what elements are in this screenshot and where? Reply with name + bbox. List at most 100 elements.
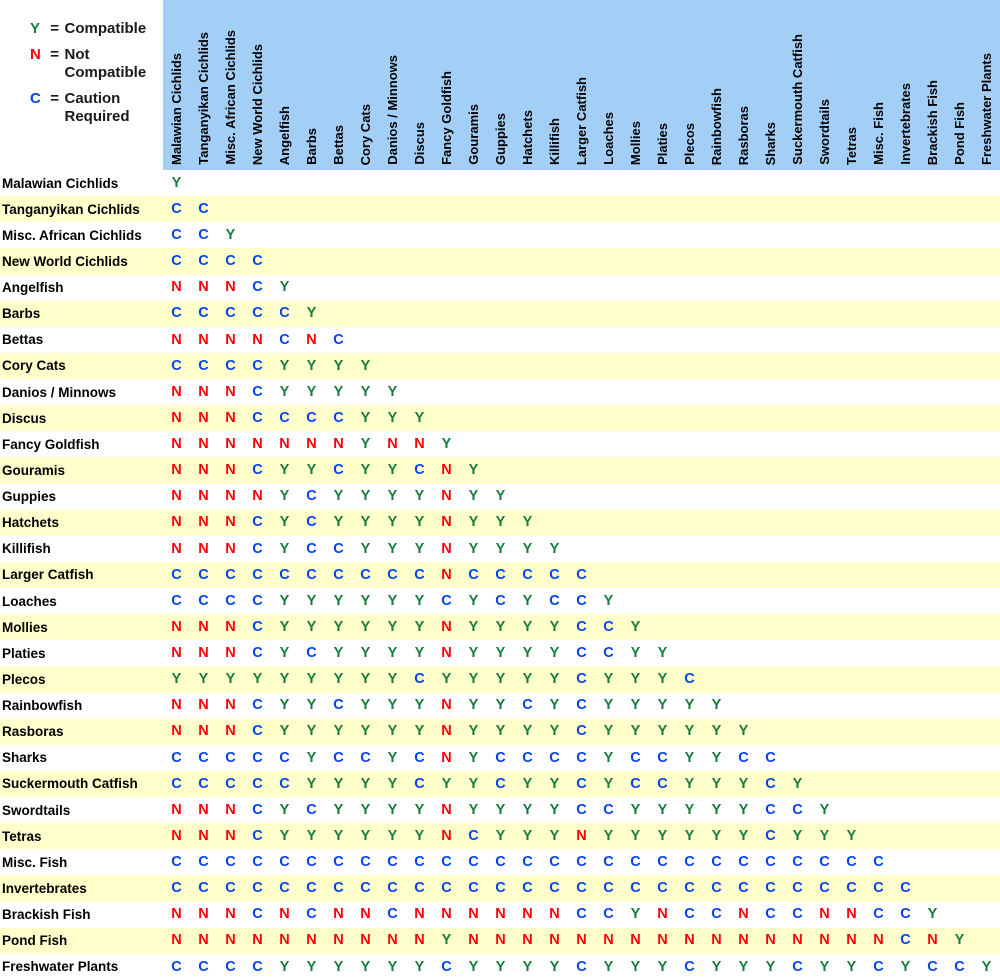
legend-label-compatible: Compatible bbox=[64, 20, 147, 37]
compat-cell: C bbox=[738, 880, 749, 897]
compat-cell: C bbox=[873, 958, 884, 975]
compat-cell: C bbox=[792, 854, 803, 871]
compat-cell: C bbox=[333, 409, 344, 426]
row-label: Plecos bbox=[2, 671, 46, 687]
compat-cell: N bbox=[225, 409, 236, 426]
compat-cell: N bbox=[630, 932, 641, 949]
compat-cell: N bbox=[171, 488, 182, 505]
compat-cell: Y bbox=[333, 514, 344, 531]
column-header: Danios / Minnows bbox=[379, 0, 406, 170]
compat-cell: Y bbox=[792, 775, 803, 792]
compat-cell: Y bbox=[387, 618, 398, 635]
compat-cell: C bbox=[198, 880, 209, 897]
compat-cell: Y bbox=[630, 723, 641, 740]
compat-cell: Y bbox=[414, 958, 425, 975]
compat-cell: N bbox=[441, 906, 452, 923]
row-label: Bettas bbox=[2, 332, 44, 348]
row-label: Tanganyikan Cichlids bbox=[2, 201, 140, 217]
compat-cell: N bbox=[171, 462, 182, 479]
compat-cell: Y bbox=[333, 775, 344, 792]
compat-cell: C bbox=[468, 854, 479, 871]
compat-cell: Y bbox=[657, 958, 668, 975]
compat-cell: N bbox=[792, 932, 803, 949]
column-header: Tetras bbox=[838, 0, 865, 170]
compat-cell: C bbox=[576, 775, 587, 792]
compat-cell: C bbox=[684, 880, 695, 897]
compat-cell: N bbox=[711, 932, 722, 949]
compat-cell: N bbox=[171, 801, 182, 818]
row-label: Larger Catfish bbox=[2, 567, 94, 583]
compat-cell: N bbox=[198, 645, 209, 662]
compat-cell: C bbox=[360, 566, 371, 583]
compat-cell: N bbox=[495, 932, 506, 949]
compat-cell: Y bbox=[711, 827, 722, 844]
compat-cell: Y bbox=[819, 827, 830, 844]
compat-cell: Y bbox=[684, 827, 695, 844]
compat-cell: C bbox=[225, 854, 236, 871]
compat-cell: C bbox=[495, 749, 506, 766]
compat-cell: Y bbox=[684, 697, 695, 714]
compat-cell: N bbox=[414, 436, 425, 453]
compat-cell: N bbox=[171, 409, 182, 426]
compat-cell: Y bbox=[360, 514, 371, 531]
compat-cell: Y bbox=[414, 592, 425, 609]
compat-cell: N bbox=[684, 932, 695, 949]
compat-cell: N bbox=[225, 697, 236, 714]
compat-cell: C bbox=[252, 305, 263, 322]
compat-cell: Y bbox=[387, 827, 398, 844]
compat-cell: C bbox=[171, 880, 182, 897]
compat-cell: Y bbox=[738, 827, 749, 844]
compat-cell: C bbox=[819, 880, 830, 897]
compat-cell: Y bbox=[387, 697, 398, 714]
compat-cell: Y bbox=[468, 462, 479, 479]
column-header-label: Sharks bbox=[763, 121, 778, 165]
compat-cell: Y bbox=[549, 540, 560, 557]
compat-cell: N bbox=[306, 331, 317, 348]
table-row: Barbs C C C C C Y bbox=[0, 300, 1000, 327]
compat-cell: C bbox=[441, 854, 452, 871]
compat-cell: N bbox=[738, 932, 749, 949]
compat-cell: Y bbox=[603, 827, 614, 844]
compat-cell: C bbox=[765, 906, 776, 923]
compat-cell: Y bbox=[846, 958, 857, 975]
compat-cell: Y bbox=[306, 723, 317, 740]
compat-cell: C bbox=[522, 697, 533, 714]
column-header-label: Loaches bbox=[601, 112, 616, 165]
compat-cell: Y bbox=[306, 592, 317, 609]
compat-cell: Y bbox=[630, 671, 641, 688]
compat-cell: Y bbox=[333, 488, 344, 505]
row-label: Gouramis bbox=[2, 462, 66, 478]
compat-cell: C bbox=[954, 958, 965, 975]
table-row: Guppies N N N N Y C Y Y Y Y N Y Y bbox=[0, 483, 1000, 510]
row-label: Angelfish bbox=[2, 280, 64, 296]
compat-cell: Y bbox=[603, 749, 614, 766]
column-header: Rasboras bbox=[730, 0, 757, 170]
compat-cell: Y bbox=[171, 174, 182, 191]
table-row: Swordtails N N N C Y C Y Y Y Y N Y Y Y Y C C Y Y Y Y Y C C Y bbox=[0, 797, 1000, 824]
legend-item-compatible: Y = Compatible bbox=[30, 20, 163, 38]
compat-cell: Y bbox=[711, 749, 722, 766]
compat-cell: C bbox=[468, 566, 479, 583]
compat-cell: C bbox=[306, 854, 317, 871]
row-label: Rainbowfish bbox=[2, 698, 83, 714]
compat-cell: C bbox=[171, 854, 182, 871]
compat-cell: C bbox=[657, 775, 668, 792]
compat-cell: Y bbox=[846, 827, 857, 844]
table-row: New World Cichlids C C C C bbox=[0, 248, 1000, 275]
legend-label-caution: Caution Required bbox=[64, 90, 130, 125]
compat-cell: Y bbox=[522, 958, 533, 975]
compat-cell: Y bbox=[333, 645, 344, 662]
column-header-label: New World Cichlids bbox=[250, 43, 265, 165]
compat-cell: N bbox=[171, 540, 182, 557]
compat-cell: Y bbox=[279, 279, 290, 296]
legend-equals: = bbox=[50, 20, 60, 37]
compat-cell: Y bbox=[333, 723, 344, 740]
compat-cell: Y bbox=[360, 697, 371, 714]
column-header: Tanganyikan Cichlids bbox=[190, 0, 217, 170]
compat-cell: Y bbox=[306, 958, 317, 975]
row-label: Fancy Goldfish bbox=[2, 436, 100, 452]
compat-cell: Y bbox=[522, 827, 533, 844]
compat-cell: N bbox=[225, 462, 236, 479]
compat-cell: N bbox=[225, 801, 236, 818]
